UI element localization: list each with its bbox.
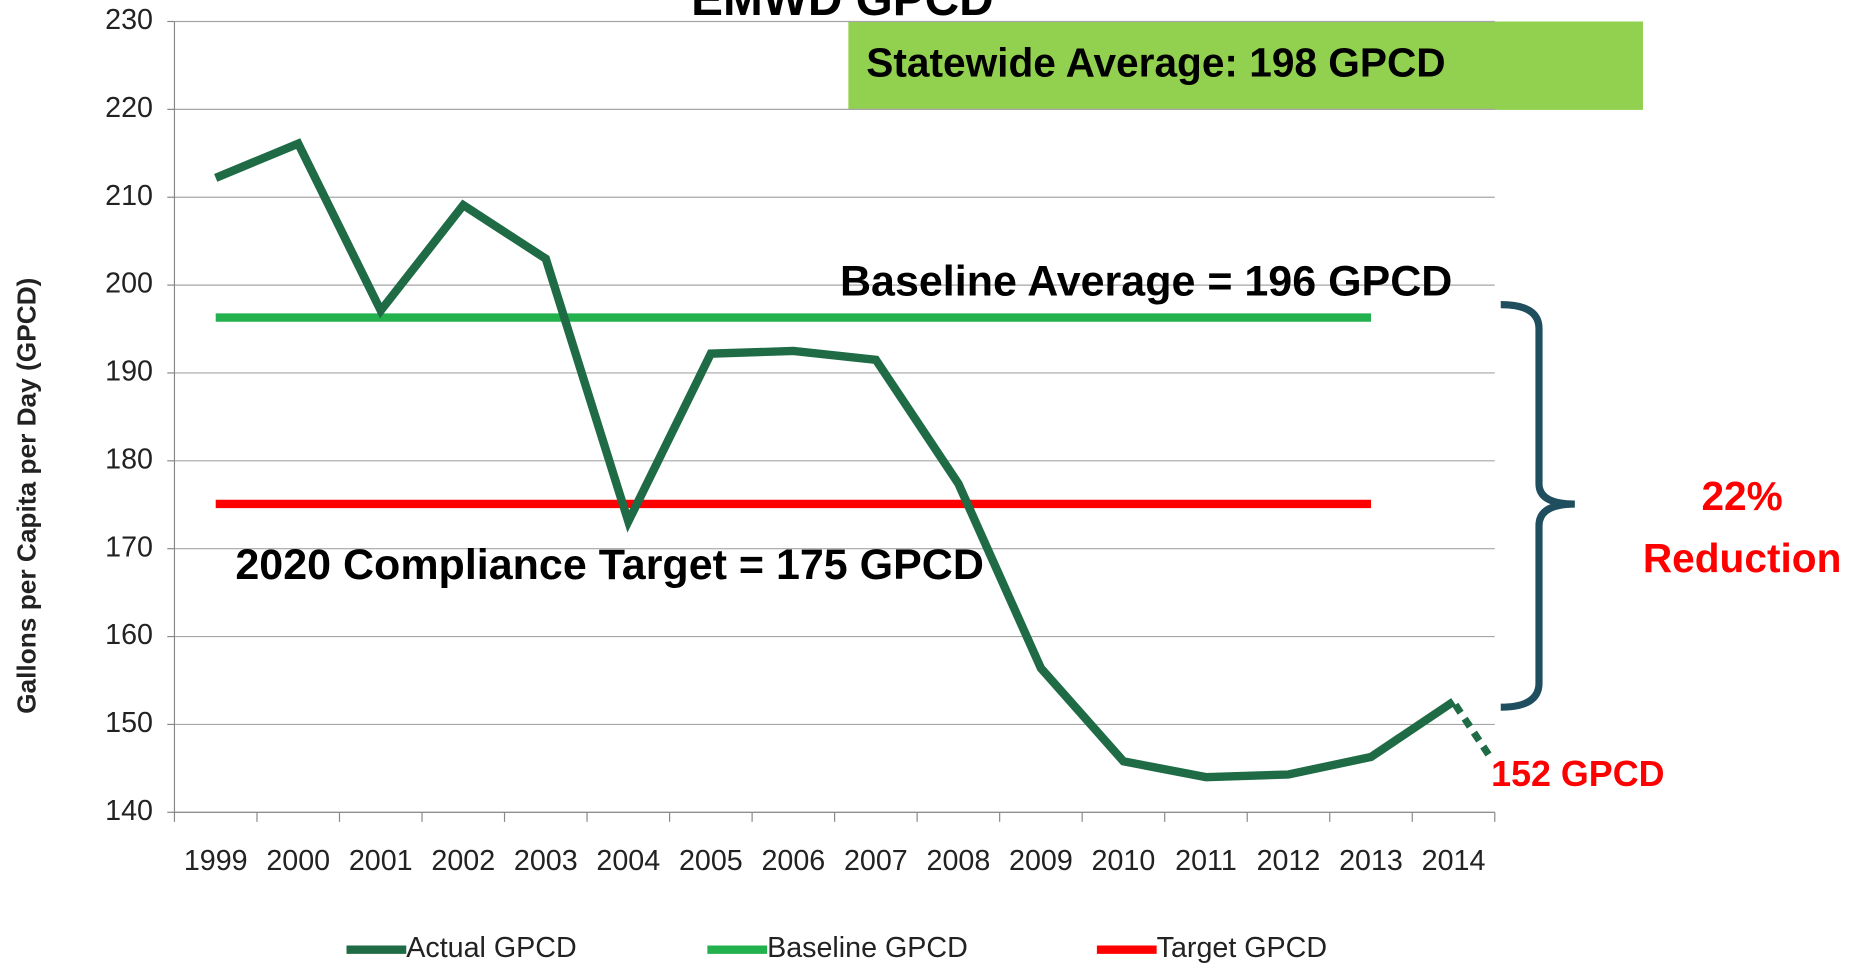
- plot-area: 140 150 160 170 180 190 200 210 220 230 1999 2000 20…: [105, 4, 1495, 877]
- x-tick-label: 2001: [349, 845, 413, 877]
- y-tick-label: 200: [105, 268, 153, 300]
- y-tick-label: 210: [105, 180, 153, 212]
- x-tick-label: 2013: [1339, 845, 1403, 877]
- y-axis-label: Gallons per Capita per Day (GPCD): [12, 278, 42, 714]
- legend-label: Target GPCD: [1157, 932, 1327, 964]
- x-tick-label: 2002: [431, 845, 495, 877]
- x-tick-label: 2006: [761, 845, 825, 877]
- statewide-annotation: Statewide Average: 198 GPCD: [866, 39, 1445, 85]
- x-tick-label: 2004: [596, 845, 660, 877]
- x-tick-label: 2014: [1422, 845, 1486, 877]
- reduction-word: Reduction: [1643, 535, 1842, 581]
- reduction-percent: 22%: [1701, 473, 1782, 519]
- projection-dash: [1455, 705, 1488, 755]
- x-tick-label: 2003: [514, 845, 578, 877]
- x-tick-label: 2000: [266, 845, 330, 877]
- y-tick-label: 230: [105, 4, 153, 36]
- x-tick-label: 2010: [1092, 845, 1156, 877]
- reduction-brace: [1501, 305, 1575, 708]
- x-tick-label: 2005: [679, 845, 743, 877]
- latest-annotation: 152 GPCD: [1491, 754, 1664, 794]
- x-tick-label: 2012: [1257, 845, 1321, 877]
- page: {"chart_data": { "type": "line", "title"…: [0, 0, 1864, 964]
- y-tick-label: 190: [105, 356, 153, 388]
- x-tick-label: 2008: [927, 845, 991, 877]
- target-annotation: 2020 Compliance Target = 175 GPCD: [235, 541, 984, 589]
- chart-title: EMWD GPCD: [691, 0, 994, 26]
- y-tick-label: 150: [105, 707, 153, 739]
- y-tick-label: 220: [105, 92, 153, 124]
- baseline-annotation: Baseline Average = 196 GPCD: [840, 258, 1452, 306]
- legend-label: Baseline GPCD: [767, 932, 968, 964]
- x-tick-label: 1999: [184, 845, 248, 877]
- chart: EMWD GPCD Statewide Average: 198 GPCD Ga…: [0, 0, 1864, 964]
- y-tick-label: 140: [105, 795, 153, 827]
- x-tick-label: 2009: [1009, 845, 1073, 877]
- y-tick-label: 160: [105, 619, 153, 651]
- legend-label: Actual GPCD: [406, 932, 576, 964]
- y-tick-label: 170: [105, 531, 153, 563]
- y-tick-label: 180: [105, 443, 153, 475]
- x-tick-label: 2011: [1175, 845, 1237, 877]
- x-tick-label: 2007: [844, 845, 908, 877]
